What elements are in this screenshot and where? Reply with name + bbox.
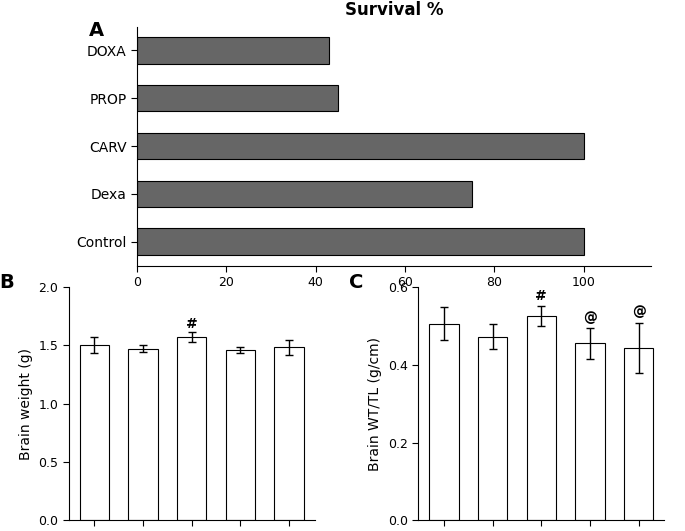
Bar <box>137 228 584 255</box>
Y-axis label: Brain weight (g): Brain weight (g) <box>18 348 32 459</box>
Text: B: B <box>0 273 14 292</box>
Bar <box>225 350 255 520</box>
Bar <box>177 337 206 520</box>
Bar <box>429 324 458 520</box>
Title: Survival %: Survival % <box>345 2 443 20</box>
Bar <box>137 85 338 112</box>
Bar <box>137 133 584 159</box>
Bar <box>137 181 472 207</box>
Bar <box>624 348 653 520</box>
Bar <box>137 37 329 64</box>
Bar <box>478 337 508 520</box>
Y-axis label: Brain WT/TL (g/cm): Brain WT/TL (g/cm) <box>369 337 382 470</box>
Bar <box>275 347 303 520</box>
Text: #: # <box>536 289 547 303</box>
Text: #: # <box>186 317 197 331</box>
Bar <box>575 343 605 520</box>
Text: @: @ <box>583 311 597 324</box>
Bar <box>79 345 109 520</box>
Text: A: A <box>89 21 104 40</box>
Text: C: C <box>349 273 364 292</box>
Bar <box>128 349 158 520</box>
Bar <box>527 316 556 520</box>
Text: @: @ <box>632 305 645 320</box>
